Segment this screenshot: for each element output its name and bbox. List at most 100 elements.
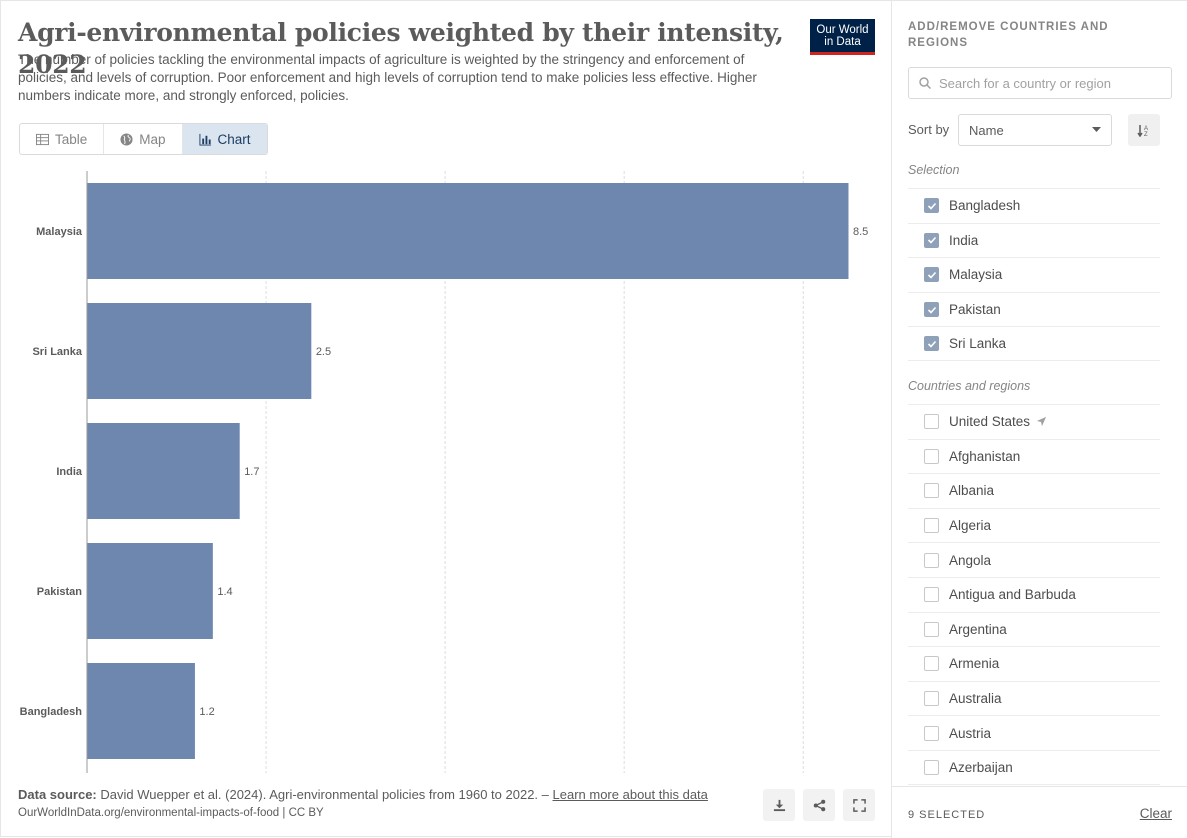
list-item[interactable]: Azerbaijan (908, 749, 1160, 785)
checkbox[interactable] (924, 759, 939, 775)
tab-table-label: Table (55, 131, 88, 147)
share-button[interactable] (803, 789, 835, 821)
tab-chart[interactable]: Chart (182, 124, 267, 154)
checkbox[interactable] (924, 587, 939, 603)
list-item-label: Azerbaijan (949, 759, 1013, 775)
list-item[interactable]: Afghanistan (908, 438, 1160, 474)
checkbox[interactable] (924, 414, 939, 430)
list-item-label: Angola (949, 552, 992, 568)
bar (87, 543, 213, 639)
category-label: Bangladesh (20, 706, 83, 718)
chart-title: Agri-environmental policies weighted by … (18, 18, 784, 79)
list-item[interactable]: Pakistan (908, 291, 1160, 327)
sort-by-label: Sort by (908, 122, 950, 137)
list-item-label: Sri Lanka (949, 336, 1007, 352)
chart-actions (763, 789, 875, 821)
list-item-label: Pakistan (949, 302, 1001, 318)
table-icon (36, 133, 49, 145)
share-icon (813, 799, 825, 811)
fullscreen-button[interactable] (843, 789, 875, 821)
source-url[interactable]: OurWorldInData.org/environmental-impacts… (18, 807, 324, 819)
regions-list: United States Afghanistan Albania Algeria An… (908, 404, 1160, 785)
list-item[interactable]: Australia (908, 680, 1160, 716)
checkbox-checked[interactable] (924, 232, 939, 248)
checkbox[interactable] (924, 656, 939, 672)
learn-more-link[interactable]: Learn more about this data (552, 787, 708, 802)
sidebar-heading: ADD/REMOVE COUNTRIES AND REGIONS (908, 21, 1109, 49)
list-item[interactable]: Angola (908, 542, 1160, 577)
checkbox-checked[interactable] (924, 302, 939, 318)
bar (87, 183, 849, 279)
list-item-label: Algeria (949, 518, 992, 534)
checkbox[interactable] (924, 691, 939, 707)
sort-select[interactable]: Name (958, 114, 1112, 146)
category-label: Sri Lanka (32, 346, 82, 358)
search-placeholder: Search for a country or region (939, 75, 1111, 91)
list-item[interactable]: United States (908, 404, 1160, 439)
bar (87, 423, 240, 519)
chevron-down-icon (1092, 127, 1101, 132)
list-item[interactable]: Sri Lanka (908, 326, 1160, 361)
sort-order-icon: AZ (1137, 124, 1148, 137)
category-label: India (56, 466, 83, 478)
checkbox-checked[interactable] (924, 198, 939, 214)
regions-label: Countries and regions (908, 379, 1031, 393)
list-item[interactable]: Armenia (908, 646, 1160, 681)
checkbox[interactable] (924, 448, 939, 464)
value-label: 8.5 (853, 226, 868, 238)
value-label: 1.7 (244, 466, 259, 478)
tab-table[interactable]: Table (20, 124, 105, 154)
list-item-label: Armenia (949, 656, 1000, 672)
logo-line-1: Our World (816, 24, 869, 36)
logo-line-2: in Data (824, 36, 861, 48)
list-item-label: Austria (949, 725, 992, 741)
list-item-label: Malaysia (949, 267, 1003, 283)
search-icon (919, 77, 931, 89)
fullscreen-icon (852, 798, 866, 812)
category-label: Malaysia (36, 226, 83, 238)
list-item-label: Argentina (949, 621, 1007, 637)
list-item[interactable]: Malaysia (908, 257, 1160, 292)
globe-icon (120, 132, 133, 146)
sort-value: Name (969, 122, 1004, 138)
list-item-label: Afghanistan (949, 448, 1021, 464)
bar (87, 663, 195, 759)
checkbox-checked[interactable] (924, 267, 939, 283)
list-item-label: United States (949, 414, 1031, 430)
list-item[interactable]: Austria (908, 715, 1160, 750)
list-item[interactable]: Bangladesh (908, 188, 1160, 223)
location-arrow-icon (1036, 417, 1047, 427)
clear-button[interactable]: Clear (1139, 806, 1172, 821)
checkbox-checked[interactable] (924, 336, 939, 352)
chart-subtitle: The number of policies tackling the envi… (18, 52, 757, 103)
checkbox[interactable] (924, 483, 939, 499)
list-item[interactable]: Algeria (908, 507, 1160, 543)
entity-selector: ADD/REMOVE COUNTRIES AND REGIONS Search … (891, 1, 1187, 838)
selected-list: Bangladesh India Malaysia Pakistan Sri Lanka (908, 188, 1160, 361)
bar (87, 303, 312, 399)
tab-map[interactable]: Map (104, 124, 183, 154)
checkbox[interactable] (924, 725, 939, 741)
owid-logo[interactable]: Our World in Data (810, 19, 875, 55)
list-item-label: Australia (949, 691, 1002, 707)
checkbox[interactable] (924, 552, 939, 568)
search-input[interactable]: Search for a country or region (908, 67, 1172, 99)
value-label: 1.4 (217, 586, 232, 598)
list-item[interactable]: India (908, 222, 1160, 258)
view-tabs: Table Map Chart (19, 123, 268, 155)
list-item[interactable]: Argentina (908, 611, 1160, 647)
checkbox[interactable] (924, 518, 939, 534)
list-item-label: India (949, 232, 979, 248)
list-item[interactable]: Albania (908, 473, 1160, 508)
list-item-label: Bangladesh (949, 198, 1021, 214)
list-item[interactable]: Antigua and Barbuda (908, 576, 1160, 612)
download-button[interactable] (763, 789, 795, 821)
selection-label: Selection (908, 163, 960, 177)
data-source: Data source: David Wuepper et al. (2024)… (18, 787, 708, 802)
source-label: Data source: (18, 787, 97, 802)
value-label: 2.5 (316, 346, 331, 358)
sidebar-footer: 9 SELECTED Clear (892, 786, 1187, 838)
checkbox[interactable] (924, 621, 939, 637)
value-label: 1.2 (199, 706, 214, 718)
